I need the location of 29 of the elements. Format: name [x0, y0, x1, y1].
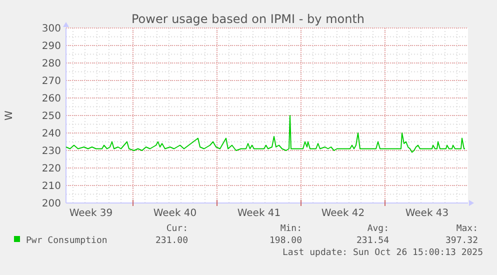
text: Cur: — [166, 224, 188, 234]
text: Min: — [280, 224, 302, 234]
y-axis-title: W — [4, 110, 15, 120]
text: Avg: — [367, 224, 389, 234]
legend-label: Pwr Consumption — [26, 236, 108, 246]
y-tick-label: 240 — [42, 128, 61, 140]
y-tick-label: 270 — [42, 76, 61, 87]
y-tick-label: 220 — [42, 164, 61, 174]
chart-title: Power usage based on IPMI - by month — [131, 12, 365, 26]
x-tick-label: Week 40 — [153, 208, 197, 219]
y-tick-label: 230 — [42, 146, 61, 157]
y-tick-label: 200 — [42, 198, 61, 210]
x-tick-label: Week 41 — [237, 208, 281, 219]
y-tick-label: 280 — [42, 58, 61, 70]
text: 231.00 — [155, 236, 188, 246]
y-tick-label: 260 — [42, 94, 61, 104]
y-tick-label: 290 — [42, 41, 61, 52]
x-tick-label: Week 42 — [321, 208, 365, 219]
x-tick-label: Week 43 — [405, 208, 449, 219]
text: 231.54 — [356, 236, 389, 246]
line-series — [66, 115, 466, 153]
y-tick-label: 210 — [42, 181, 61, 192]
y-tick-label: 300 — [42, 24, 61, 34]
x-tick-label: Week 39 — [69, 208, 113, 219]
text: 198.00 — [269, 236, 302, 246]
text: 397.32 — [445, 236, 478, 246]
y-tick-label: 250 — [42, 111, 61, 122]
text: Last update: Sun Oct 26 15:00:13 2025 — [282, 248, 483, 258]
text: Max: — [456, 224, 478, 234]
